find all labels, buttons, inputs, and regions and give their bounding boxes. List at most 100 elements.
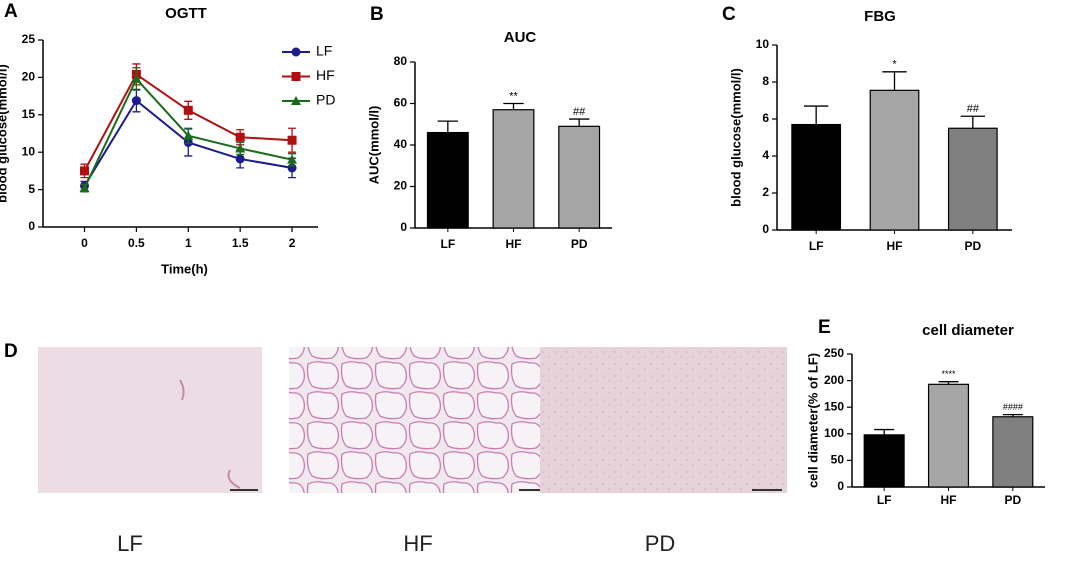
x-tick-label: PD — [1004, 493, 1021, 507]
x-tick-label: 1 — [185, 236, 192, 250]
y-tick-label: 0 — [837, 479, 844, 493]
bar — [992, 416, 1034, 488]
histology-image — [38, 347, 262, 493]
y-axis-label: cell diameter(% of LF) — [805, 353, 820, 488]
chart-title: OGTT — [165, 5, 207, 22]
y-tick-label: 60 — [394, 96, 408, 110]
y-tick-label: 0 — [400, 220, 407, 234]
y-tick-label: 80 — [394, 54, 408, 68]
data-point — [183, 130, 194, 140]
error-bar — [1002, 413, 1023, 417]
legend-label: HF — [316, 67, 335, 83]
y-tick-label: 20 — [22, 70, 36, 84]
y-tick-label: 200 — [824, 373, 844, 387]
y-tick-label: 10 — [756, 37, 770, 51]
y-tick-label: 0 — [762, 222, 769, 236]
y-tick-label: 8 — [762, 74, 769, 88]
panel-label: E — [818, 317, 831, 338]
histology-image — [540, 347, 787, 493]
bar — [558, 125, 601, 229]
x-tick-label: LF — [877, 493, 892, 507]
histology-image — [289, 347, 553, 493]
error-bar — [804, 105, 829, 125]
data-point — [131, 96, 141, 106]
panel-label: A — [4, 1, 18, 22]
legend-marker — [291, 72, 301, 81]
y-tick-label: 25 — [22, 32, 36, 46]
x-tick-label: PD — [571, 237, 588, 251]
data-point — [235, 143, 246, 153]
chart-title: AUC — [504, 29, 537, 46]
y-tick-label: 250 — [824, 346, 844, 360]
error-bar — [874, 428, 895, 435]
significance-label: * — [892, 59, 897, 71]
data-point — [287, 154, 298, 164]
y-tick-label: 50 — [831, 453, 845, 467]
panel-label: B — [370, 4, 384, 25]
bar — [927, 383, 970, 488]
data-point — [131, 73, 142, 83]
x-tick-label: LF — [809, 239, 824, 253]
panel-label: C — [722, 4, 736, 25]
significance-label: ** — [509, 90, 518, 102]
chart-title: cell diameter — [922, 322, 1014, 339]
bar — [863, 434, 905, 488]
y-tick-label: 2 — [762, 185, 769, 199]
y-tick-label: 20 — [394, 179, 408, 193]
error-bar — [503, 102, 524, 110]
data-point — [235, 132, 245, 142]
x-axis-label: Time(h) — [161, 261, 208, 276]
image-label: PD — [645, 531, 676, 556]
chart-title: FBG — [864, 8, 896, 25]
bar — [791, 123, 842, 231]
data-point — [80, 166, 90, 176]
y-axis-label: blood glucose(mmol/l) — [0, 64, 9, 203]
x-tick-label: 1.5 — [232, 236, 249, 250]
y-tick-label: 15 — [22, 107, 36, 121]
y-tick-label: 150 — [824, 399, 844, 413]
x-tick-label: HF — [941, 493, 957, 507]
x-tick-label: 0.5 — [128, 236, 145, 250]
error-bar — [882, 71, 907, 91]
x-tick-label: PD — [964, 239, 981, 253]
error-bar — [568, 118, 590, 127]
y-tick-label: 10 — [22, 144, 36, 158]
significance-label: ## — [967, 103, 980, 115]
error-bar — [437, 120, 459, 133]
legend-marker — [291, 96, 301, 105]
y-tick-label: 6 — [762, 111, 769, 125]
significance-label: **** — [941, 369, 956, 379]
x-tick-label: 2 — [289, 236, 296, 250]
y-axis-label: blood glucose(mmol/l) — [728, 68, 743, 207]
x-tick-label: 0 — [81, 236, 88, 250]
bar — [426, 131, 469, 229]
legend-label: LF — [316, 43, 332, 59]
significance-label: ## — [573, 106, 586, 118]
data-point — [183, 105, 193, 115]
y-tick-label: 5 — [28, 182, 35, 196]
image-label: LF — [117, 531, 143, 556]
y-tick-label: 100 — [824, 426, 844, 440]
x-tick-label: HF — [887, 239, 903, 253]
y-tick-label: 0 — [28, 219, 35, 233]
bar — [869, 89, 920, 231]
histology-detail — [179, 379, 241, 489]
image-label: HF — [403, 531, 432, 556]
legend-label: PD — [316, 92, 335, 108]
y-tick-label: 4 — [762, 148, 769, 162]
y-tick-label: 40 — [394, 137, 408, 151]
error-bar — [960, 115, 985, 129]
significance-label: #### — [1003, 402, 1023, 412]
y-axis-label: AUC(mmol/l) — [366, 106, 381, 185]
bar — [492, 109, 535, 229]
legend-marker — [291, 47, 301, 57]
x-tick-label: HF — [506, 237, 522, 251]
error-bar — [938, 381, 959, 385]
panel-label: D — [4, 341, 18, 362]
bar — [947, 127, 998, 231]
x-tick-label: LF — [440, 237, 455, 251]
data-point — [287, 135, 297, 145]
data-point — [79, 183, 90, 193]
data-point — [235, 154, 245, 164]
